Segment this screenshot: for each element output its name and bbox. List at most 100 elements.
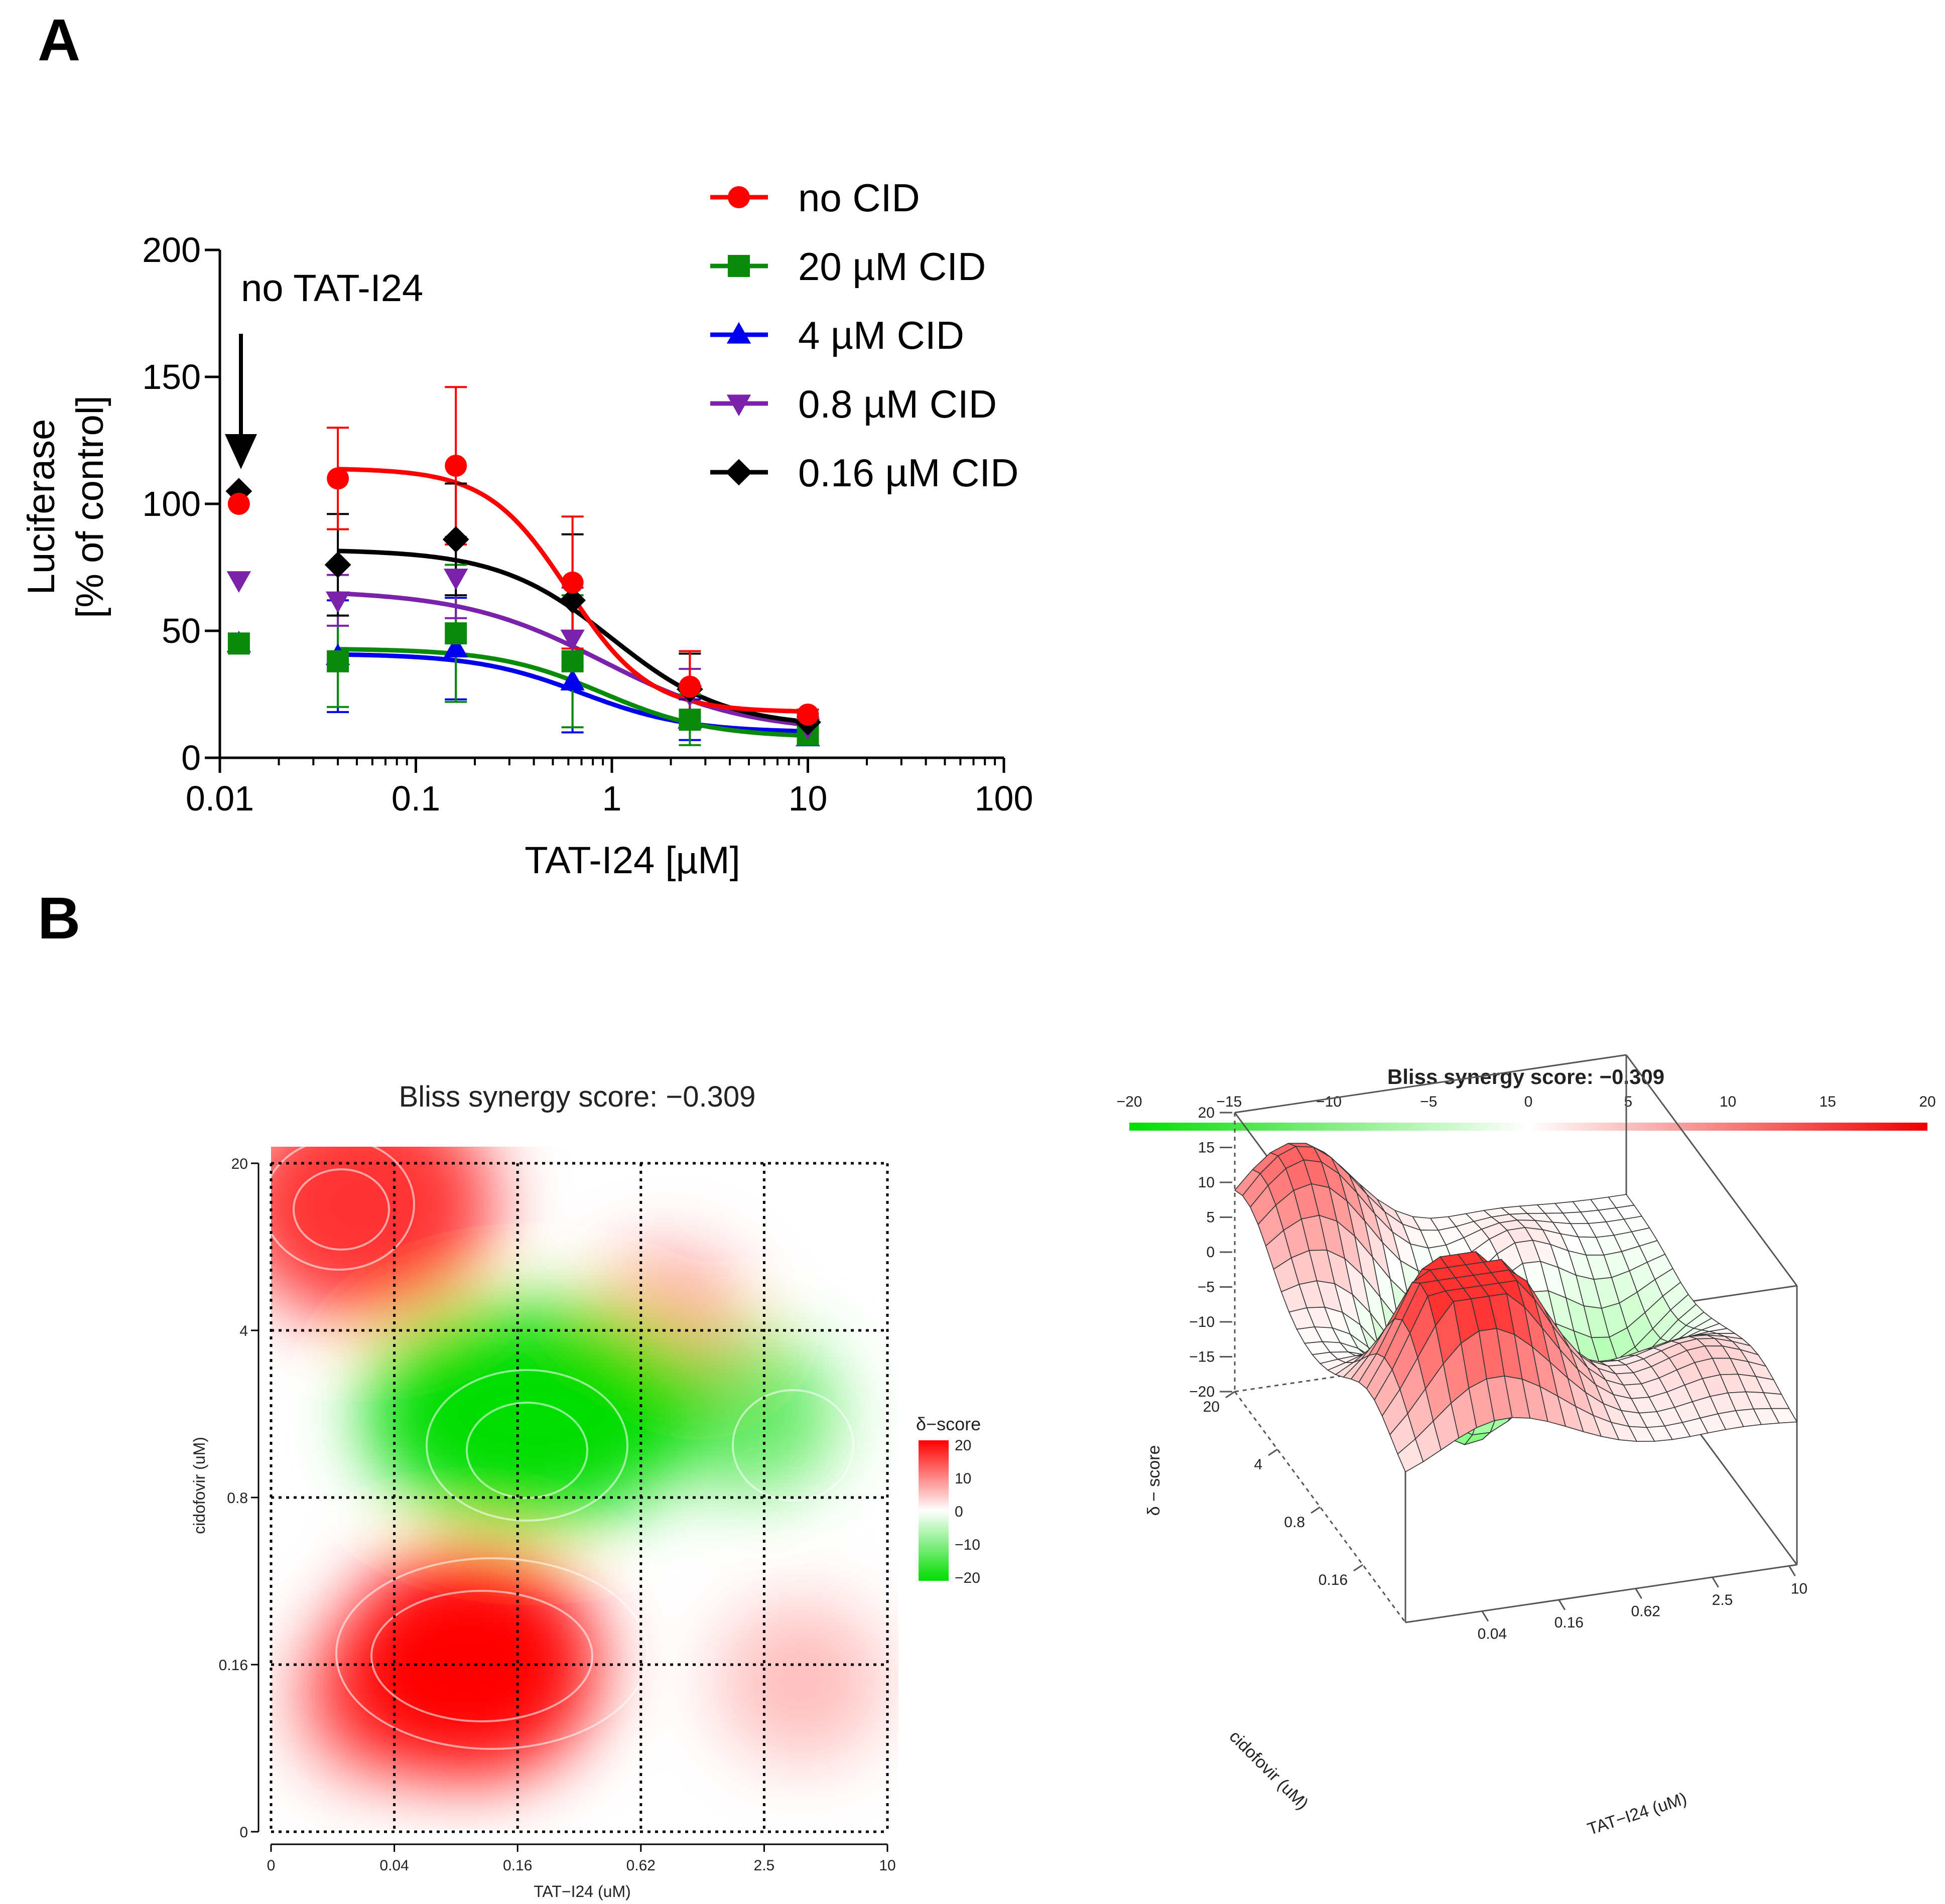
heatmap-x-tick-label: 10 <box>879 1857 895 1874</box>
surface-z-tick-label: 0 <box>1206 1244 1215 1261</box>
no-drug-arrow <box>225 334 257 469</box>
panel-label-b: B <box>38 885 80 951</box>
data-point-triangle-up <box>726 322 751 344</box>
data-point-diamond <box>442 526 469 553</box>
surface-y-tick <box>1311 1506 1321 1514</box>
surface-y-axis-title: cidofovir (uM) <box>1226 1727 1312 1813</box>
synergy-heatmap: Bliss synergy score: −0.309 0 0.04 0.16 0.6… <box>190 1080 981 1900</box>
box-edge <box>1405 1564 1797 1623</box>
y-tick-label: 150 <box>142 357 201 396</box>
heatmap-x-tick-label: 0.04 <box>379 1857 409 1874</box>
surface-facet <box>1770 1408 1798 1424</box>
surface-x-tick-label: 0.16 <box>1554 1614 1584 1631</box>
surface-x-tick-label: 10 <box>1791 1580 1807 1597</box>
box-edge <box>1625 1054 1798 1286</box>
data-point-circle <box>561 571 584 594</box>
surface-x-axis-title: TAT−I24 (uM) <box>1585 1789 1689 1839</box>
data-point-diamond <box>559 587 586 614</box>
heatmap-y-tick-label: 0 <box>239 1824 248 1841</box>
heatmap-x-tick-label: 0.62 <box>626 1857 656 1874</box>
data-point-triangle-up <box>560 668 585 691</box>
surface-y-tick-label: 4 <box>1254 1456 1262 1473</box>
x-tick-label: 0.01 <box>186 779 254 818</box>
colorbar-tick-label: 20 <box>1919 1094 1935 1110</box>
y-tick-label: 200 <box>142 230 201 269</box>
heatmap-grid <box>270 1162 889 1833</box>
synergy-region <box>271 1147 494 1321</box>
legend-tick-label: 0 <box>955 1504 963 1520</box>
data-point-circle <box>327 467 349 490</box>
heatmap-y-tick-label: 20 <box>231 1156 248 1172</box>
surface-x-tick-label: 2.5 <box>1712 1592 1733 1608</box>
x-tick-label: 100 <box>975 779 1033 818</box>
colorbar-tick-label: −15 <box>1216 1094 1242 1110</box>
surface-colorbar <box>1129 1123 1927 1131</box>
y-axis-title-line1: Luciferase <box>20 419 63 595</box>
y-tick-label: 100 <box>142 484 201 523</box>
panel-label-a: A <box>38 7 80 73</box>
colorbar-tick-label: 10 <box>1720 1094 1736 1110</box>
surface-x-tick-label: 0.04 <box>1478 1625 1507 1642</box>
legend-tick-label: −20 <box>955 1570 980 1586</box>
data-point-circle <box>797 703 819 726</box>
y-tick-label: 0 <box>181 738 201 777</box>
colorbar-tick-label: −10 <box>1316 1094 1342 1110</box>
surface-z-tick-label: 15 <box>1198 1140 1215 1156</box>
y-axis-title-line2: [% of control] <box>69 395 111 618</box>
data-point-diamond <box>324 552 351 578</box>
data-point-triangle-down <box>226 571 251 593</box>
heatmap-y-tick-label: 0.16 <box>219 1657 248 1674</box>
heatmap-y-tick-label: 0.8 <box>227 1490 248 1507</box>
colorbar-tick-label: −5 <box>1420 1094 1437 1110</box>
legend-gradient-bar <box>919 1440 949 1581</box>
surface-z-tick-label: 20 <box>1198 1105 1215 1121</box>
surface-x-tick <box>1481 1610 1489 1622</box>
dose-response-chart: 0 50 100 150 200 0.01 0.1 1 10 100 TAT-I24 [µM] L… <box>20 176 1033 882</box>
surface-y-tick-label: 0.16 <box>1319 1572 1348 1588</box>
surface-x-tick-label: 0.62 <box>1631 1603 1660 1619</box>
surface-x-tick <box>1635 1588 1642 1599</box>
surface-y-tick <box>1353 1564 1363 1572</box>
data-point-square <box>227 632 250 655</box>
data-point-triangle-down <box>560 629 585 651</box>
surface-title: Bliss synergy score: −0.309 <box>1387 1065 1664 1089</box>
data-points <box>225 455 821 747</box>
synergy-surface-plot: Bliss synergy score: −0.309 −20 −15 −10 −5 0… <box>1117 1054 1936 1839</box>
legend-tick-label: 10 <box>955 1470 971 1487</box>
colorbar-tick-label: 0 <box>1524 1094 1533 1110</box>
data-point-circle <box>728 186 750 208</box>
legend-label: no CID <box>798 176 920 220</box>
legend-label: 4 µM CID <box>798 313 964 357</box>
surface-z-tick-label: −20 <box>1189 1384 1215 1400</box>
legend: no CID 20 µM CID 4 µM CID 0.8 µM CID 0.16 µM… <box>710 176 1018 495</box>
x-tick-label: 0.1 <box>392 779 440 818</box>
heatmap-y-tick-label: 4 <box>239 1323 248 1339</box>
heatmap-field <box>271 1147 898 1829</box>
data-point-square <box>728 255 750 277</box>
colorbar-tick-label: 15 <box>1820 1094 1836 1110</box>
legend-ticks: 20 10 0 −10 −20 <box>955 1437 980 1586</box>
surface-z-tick-label: −10 <box>1189 1314 1215 1330</box>
data-point-diamond <box>725 459 752 486</box>
surface-z-ticks: 20 15 10 5 0 −5 −10 −15 −20 <box>1189 1105 1232 1400</box>
legend-tick-label: −10 <box>955 1537 980 1553</box>
x-axis-title: TAT-I24 [µM] <box>525 839 740 882</box>
surface-x-tick <box>1788 1565 1796 1577</box>
data-point-square <box>327 650 349 672</box>
surface-z-tick-label: −15 <box>1189 1349 1215 1366</box>
surface-mesh <box>1234 1143 1798 1473</box>
surface-z-tick-label: 10 <box>1198 1174 1215 1191</box>
antagonism-region <box>364 1303 696 1525</box>
data-point-triangle-down <box>726 394 751 417</box>
surface-z-tick-label: 5 <box>1206 1209 1215 1226</box>
legend-label: 20 µM CID <box>798 244 986 289</box>
surface-colorbar-ticks: −20 −15 −10 −5 0 5 10 15 20 <box>1117 1094 1936 1110</box>
heatmap-x-axis-title: TAT−I24 (uM) <box>534 1882 631 1900</box>
box-edge <box>1234 1054 1627 1114</box>
surface-y-tick <box>1268 1448 1278 1456</box>
data-point-circle <box>227 493 250 515</box>
legend-tick-label: 20 <box>955 1437 971 1454</box>
data-point-square <box>561 650 584 672</box>
error-bars <box>327 386 819 746</box>
